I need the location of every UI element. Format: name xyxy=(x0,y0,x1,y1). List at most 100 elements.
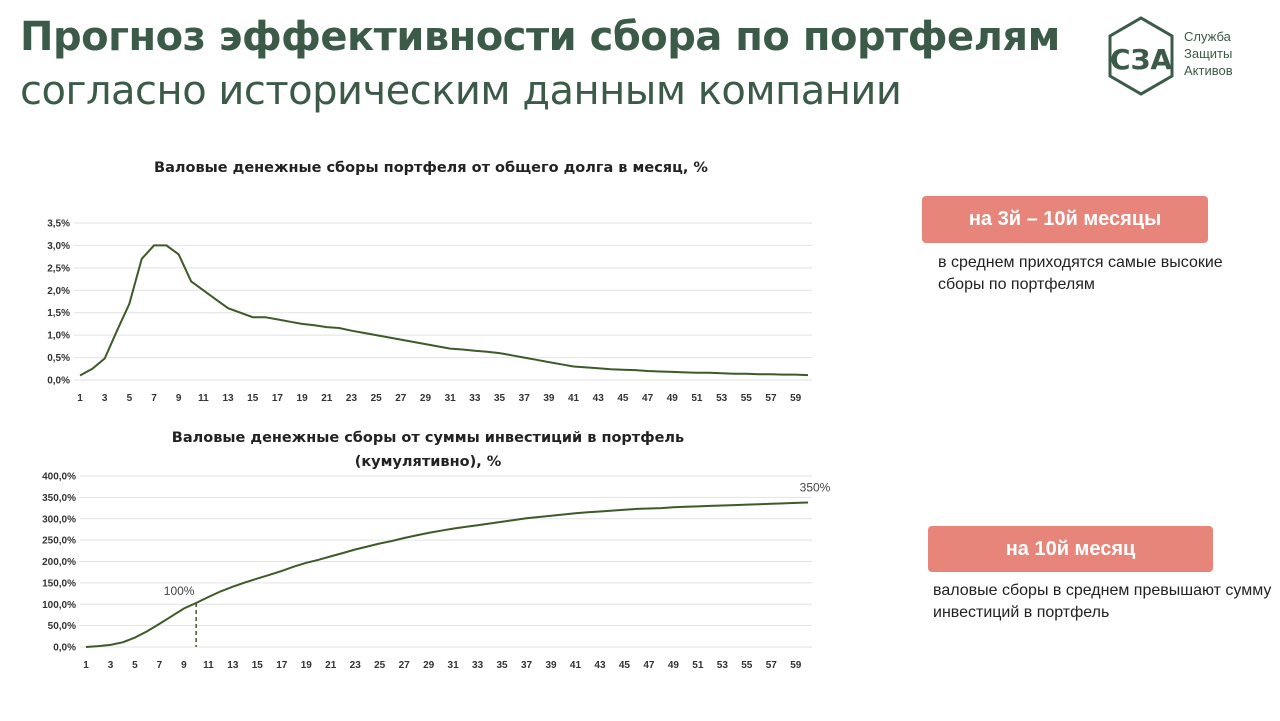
chart-2-data-point xyxy=(623,509,625,511)
chart-1-y-tick-label: 0,5% xyxy=(47,353,70,364)
page-title: Прогноз эффективности сбора по портфелям xyxy=(20,14,1060,60)
note-month-10: валовые сборы в среднем превышают сумму … xyxy=(933,582,1272,621)
chart-cumulative-collections: Валовые денежные сборы от суммы инвестиц… xyxy=(42,430,831,671)
chart-2-x-tick-label: 13 xyxy=(227,660,239,671)
chart-1-x-tick-label: 21 xyxy=(321,393,333,404)
chart-2-x-tick-label: 45 xyxy=(619,660,631,671)
chart-2-data-point xyxy=(599,510,601,512)
chart-2-x-tick-label: 33 xyxy=(472,660,484,671)
chart-2-data-point xyxy=(770,503,772,505)
chart-2-data-point xyxy=(281,570,283,572)
chart-2-data-point xyxy=(574,512,576,514)
chart-1-data-point xyxy=(548,361,550,363)
chart-1-data-point xyxy=(720,372,722,374)
chart-1-data-point xyxy=(103,357,105,359)
chart-2-data-point xyxy=(611,509,613,511)
chart-1-x-tick-label: 33 xyxy=(469,393,481,404)
chart-2-data-point xyxy=(134,636,136,638)
chart-1-data-point xyxy=(560,363,562,365)
chart-1-data-point xyxy=(363,332,365,334)
chart-2-data-point xyxy=(378,542,380,544)
chart-1-y-tick-label: 3,0% xyxy=(47,241,70,252)
chart-1-x-tick-label: 7 xyxy=(151,393,157,404)
chart-2-x-tick-label: 1 xyxy=(83,660,89,671)
chart-1-x-tick-label: 29 xyxy=(420,393,432,404)
chart-1-data-point xyxy=(597,367,599,369)
chart-2-data-point xyxy=(550,515,552,517)
chart-1-data-point xyxy=(276,318,278,320)
chart-2-data-point xyxy=(317,559,319,561)
chart-2-data-point xyxy=(489,522,491,524)
chart-1-data-point xyxy=(338,327,340,329)
chart-1-x-tick-label: 1 xyxy=(77,393,83,404)
chart-1-x-tick-label: 43 xyxy=(593,393,605,404)
chart-2-data-point xyxy=(85,646,87,648)
chart-1-data-point xyxy=(708,372,710,374)
logo-line-1: Служба xyxy=(1184,29,1231,44)
chart-2-y-tick-label: 150,0% xyxy=(42,578,76,589)
chart-1-x-tick-label: 5 xyxy=(127,393,133,404)
chart-1-data-point xyxy=(165,244,167,246)
chart-1-data-point xyxy=(683,371,685,373)
chart-2-x-tick-label: 37 xyxy=(521,660,533,671)
chart-2-data-point xyxy=(709,505,711,507)
chart-2-data-point xyxy=(476,524,478,526)
chart-2-x-tick-label: 43 xyxy=(594,660,606,671)
chart-1-data-point xyxy=(449,347,451,349)
chart-1-data-point xyxy=(523,356,525,358)
chart-2-data-point xyxy=(452,527,454,529)
chart-1-x-tick-label: 57 xyxy=(765,393,777,404)
chart-1-x-tick-label: 13 xyxy=(223,393,235,404)
chart-2-x-tick-label: 51 xyxy=(692,660,704,671)
chart-2-y-tick-label: 300,0% xyxy=(42,514,76,525)
chart-2-data-point xyxy=(219,590,221,592)
chart-2-data-point xyxy=(391,540,393,542)
chart-2-y-tick-label: 200,0% xyxy=(42,557,76,568)
chart-1-x-tick-label: 9 xyxy=(176,393,182,404)
chart-2-data-point xyxy=(146,630,148,632)
chart-2-data-point xyxy=(109,644,111,646)
chart-2-data-point xyxy=(648,507,650,509)
chart-2-data-point xyxy=(293,565,295,567)
chart-1-data-point xyxy=(622,368,624,370)
chart-2-data-point xyxy=(721,504,723,506)
chart-2-data-point xyxy=(807,501,809,503)
chart-1-x-tick-label: 53 xyxy=(716,393,728,404)
chart-1-data-point xyxy=(424,343,426,345)
chart-2-annotation-label: 350% xyxy=(800,481,831,495)
chart-2-data-point xyxy=(354,548,356,550)
chart-1-y-tick-label: 0,0% xyxy=(47,376,70,387)
chart-1-data-point xyxy=(350,329,352,331)
chart-1-data-point xyxy=(153,244,155,246)
chart-2-data-point xyxy=(440,530,442,532)
chart-1-x-tick-label: 31 xyxy=(445,393,457,404)
chart-1-y-tick-label: 2,5% xyxy=(47,263,70,274)
chart-1-title: Валовые денежные сборы портфеля от общег… xyxy=(154,160,708,176)
chart-2-data-point xyxy=(305,562,307,564)
chart-2-data-point xyxy=(562,513,564,515)
chart-2-x-tick-label: 19 xyxy=(301,660,313,671)
chart-2-data-point xyxy=(733,504,735,506)
chart-2-x-tick-label: 55 xyxy=(741,660,753,671)
chart-1-data-point xyxy=(128,303,130,305)
chart-2-data-point xyxy=(427,532,429,534)
chart-1-data-point xyxy=(400,338,402,340)
chart-2-data-point xyxy=(660,507,662,509)
chart-1-x-tick-label: 27 xyxy=(395,393,407,404)
logo-line-3: Активов xyxy=(1184,63,1233,78)
logo-mark-icon: СЗА xyxy=(1108,16,1174,96)
chart-2-data-point xyxy=(403,537,405,539)
chart-monthly-collections: Валовые денежные сборы портфеля от общег… xyxy=(47,160,812,404)
chart-1-x-tick-label: 37 xyxy=(519,393,531,404)
chart-2-data-point xyxy=(170,615,172,617)
chart-1-x-tick-label: 19 xyxy=(297,393,309,404)
chart-1-data-point xyxy=(474,350,476,352)
chart-1-data-point xyxy=(227,307,229,309)
chart-1-data-point xyxy=(757,373,759,375)
chart-2-data-point xyxy=(782,502,784,504)
chart-1-data-point xyxy=(289,320,291,322)
chart-1-x-tick-label: 41 xyxy=(568,393,580,404)
chart-2-data-point xyxy=(697,505,699,507)
chart-2-x-tick-label: 31 xyxy=(448,660,460,671)
chart-2-data-point xyxy=(587,511,589,513)
